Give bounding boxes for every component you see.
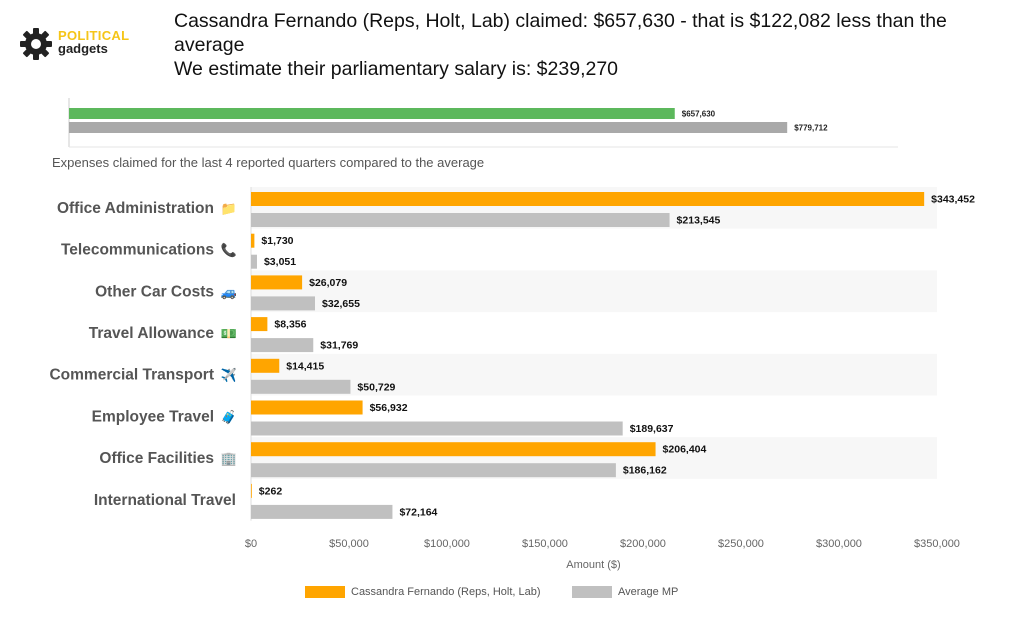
average-bar <box>251 213 670 227</box>
member-bar <box>251 192 925 206</box>
category-label: Office Administration <box>57 200 214 217</box>
category-label: Telecommunications <box>61 242 214 259</box>
x-tick-label: $200,000 <box>620 538 666 550</box>
category-icon: 🚙 <box>221 284 237 300</box>
member-value-label: $262 <box>259 485 283 497</box>
x-tick-label: $100,000 <box>424 538 470 550</box>
total-comparison-chart: $657,630 $779,712 <box>68 98 898 148</box>
logo-text-political: POLITICAL <box>58 28 130 43</box>
member-bar <box>251 442 656 457</box>
category-icon: ✈️ <box>221 367 237 383</box>
gear-icon <box>20 28 52 60</box>
member-bar <box>251 358 280 373</box>
average-bar <box>251 504 393 519</box>
x-tick-label: $0 <box>245 538 257 550</box>
average-value-label: $3,051 <box>264 256 296 268</box>
total-bar-member <box>69 108 675 119</box>
x-tick-label: $300,000 <box>816 538 862 550</box>
category-label: Travel Allowance <box>89 325 215 342</box>
member-bar <box>251 233 255 248</box>
x-tick-label: $50,000 <box>329 538 369 550</box>
average-value-label: $186,162 <box>623 465 667 477</box>
row-band <box>251 353 937 396</box>
category-icon: 📞 <box>221 242 238 258</box>
category-label: International Travel <box>94 492 236 509</box>
member-value-label: $343,452 <box>931 194 975 206</box>
headline: Cassandra Fernando (Reps, Holt, Lab) cla… <box>174 9 1004 81</box>
row-band <box>251 270 937 313</box>
headline-claim: Cassandra Fernando (Reps, Holt, Lab) cla… <box>174 10 947 32</box>
headline-salary: We estimate their parliamentary salary i… <box>174 58 619 80</box>
average-value-label: $50,729 <box>357 381 395 393</box>
average-value-label: $32,655 <box>322 298 360 310</box>
member-value-label: $8,356 <box>274 319 306 331</box>
average-bar <box>251 296 316 311</box>
category-icon: 🏢 <box>221 451 237 466</box>
category-label: Office Facilities <box>99 450 214 467</box>
member-value-label: $206,404 <box>663 444 707 456</box>
category-icon: 📁 <box>221 201 237 216</box>
x-tick-label: $250,000 <box>718 538 764 550</box>
average-bar <box>251 463 616 478</box>
x-tick-label: $350,000 <box>914 538 960 550</box>
average-value-label: $213,545 <box>677 215 721 227</box>
member-value-label: $14,415 <box>286 360 324 372</box>
average-value-label: $189,637 <box>630 423 674 435</box>
legend-swatch-member <box>305 586 345 598</box>
category-icon: 💵 <box>221 326 237 341</box>
political-gadgets-logo: POLITICAL gadgets <box>18 26 148 66</box>
category-icon: 🧳 <box>221 409 237 424</box>
average-bar <box>251 421 623 436</box>
member-value-label: $56,932 <box>370 402 408 414</box>
average-value-label: $31,769 <box>320 340 358 352</box>
category-label: Employee Travel <box>92 408 214 425</box>
member-bar <box>251 400 363 415</box>
logo-text-gadgets: gadgets <box>58 41 108 56</box>
average-bar <box>251 338 314 353</box>
average-bar <box>251 254 257 269</box>
average-value-label: $72,164 <box>399 506 437 518</box>
member-value-label: $26,079 <box>309 277 347 289</box>
x-axis-title: Amount ($) <box>566 559 620 571</box>
total-bar-average <box>69 122 788 133</box>
category-label: Other Car Costs <box>95 283 214 300</box>
x-tick-label: $150,000 <box>522 538 568 550</box>
row-band <box>251 187 937 229</box>
category-label: Commercial Transport <box>49 367 214 384</box>
legend-swatch-average <box>572 586 612 598</box>
member-bar <box>251 317 268 332</box>
total-label-member: $657,630 <box>682 110 716 119</box>
member-bar <box>251 483 252 498</box>
legend-label-member: Cassandra Fernando (Reps, Holt, Lab) <box>351 586 541 598</box>
average-bar <box>251 379 351 394</box>
headline-claim-cont: average <box>174 34 245 56</box>
member-value-label: $1,730 <box>261 235 293 247</box>
total-label-average: $779,712 <box>794 124 828 133</box>
chart-subtitle: Expenses claimed for the last 4 reported… <box>52 155 485 170</box>
row-band <box>251 437 937 479</box>
legend-label-average: Average MP <box>618 586 678 598</box>
member-bar <box>251 275 303 290</box>
